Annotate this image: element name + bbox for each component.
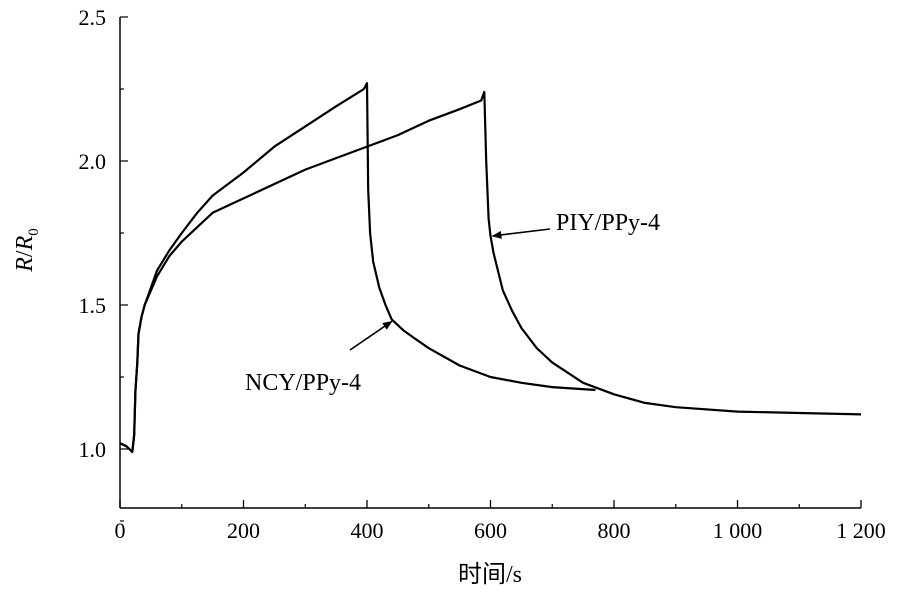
x-tick-label: 1 000 (713, 518, 763, 543)
annotation-label-ncy: NCY/PPy-4 (245, 370, 361, 396)
annotation-label-piy: PIY/PPy-4 (556, 210, 660, 236)
annotation-arrow-ncy (349, 320, 393, 351)
y-axis-label: R/R0 (12, 228, 42, 273)
y-tick-label: 1.0 (79, 437, 107, 462)
x-tick-label: 200 (227, 518, 260, 543)
annotations: NCY/PPy-4 PIY/PPy-4 (245, 210, 660, 396)
x-tick-label: 800 (598, 518, 631, 543)
series-group (119, 82, 862, 453)
x-tick-label: 400 (351, 518, 384, 543)
axes: 0 200 400 600 800 1 000 1 200 1.0 1.5 2.0 2.5 (79, 5, 886, 543)
series-line-piy-ppy-4 (119, 90, 862, 453)
x-axis-label: 时间/s (458, 561, 522, 588)
x-tick-label: 1 200 (836, 518, 886, 543)
x-tick-label: 0 (115, 518, 126, 543)
y-tick-label: 1.5 (79, 293, 107, 318)
series-line-ncy-ppy-4 (119, 82, 596, 453)
annotation-arrow-piy (491, 228, 551, 239)
y-tick-label: 2.0 (79, 149, 107, 174)
x-tick-label: 600 (474, 518, 507, 543)
y-tick-label: 2.5 (79, 5, 107, 30)
